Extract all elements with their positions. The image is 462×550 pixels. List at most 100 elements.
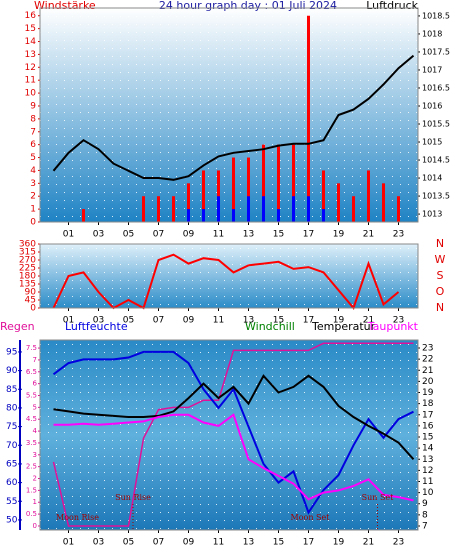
x-tick-label: 13 — [243, 316, 254, 326]
x-tick-label: 23 — [393, 230, 404, 240]
y-tick-label: 90 — [25, 288, 37, 298]
y2-tick-label: 1015.5 — [422, 120, 450, 129]
legend-label: Temperatur — [311, 320, 376, 333]
series-line — [52, 350, 414, 515]
y-tick-label: 55 — [6, 497, 17, 507]
y-tick-label: 0 — [30, 304, 36, 314]
y2-tick-label: 10 — [422, 488, 434, 498]
y-tick-label: 4 — [30, 166, 36, 176]
compass-label: W — [435, 253, 446, 266]
y2-tick-label: 1013.5 — [422, 192, 450, 201]
series-line — [53, 413, 414, 502]
y2-tick-label: 14 — [422, 444, 434, 454]
bar — [247, 196, 250, 222]
bar — [322, 170, 325, 222]
y-tick-label: 14 — [25, 37, 37, 47]
x-tick-label: 19 — [333, 316, 345, 326]
y2-axis-label: Luftdruck — [366, 0, 418, 12]
y2-tick-label: 20 — [422, 377, 434, 387]
series-line — [52, 253, 400, 311]
legend-label: Taupunkt — [367, 320, 419, 333]
dot-grid — [40, 8, 418, 222]
y2-tick-label: 12 — [422, 466, 433, 476]
y2-tick-label: 9 — [422, 499, 428, 509]
bar — [187, 209, 190, 222]
x-tick-label: 17 — [303, 316, 314, 326]
y3-tick-label: 6.5 — [26, 368, 37, 376]
legend-label: Luftfeuchte — [65, 320, 128, 333]
bar — [382, 183, 385, 222]
bar — [232, 157, 235, 222]
bar — [142, 196, 145, 222]
bar — [202, 209, 205, 222]
plot-border — [39, 7, 419, 223]
annotation: Moon Set — [291, 513, 331, 522]
x-tick-label: 03 — [93, 316, 104, 326]
bar — [217, 170, 220, 222]
compass-label: N — [436, 301, 444, 314]
y-tick-label: 180 — [19, 272, 36, 282]
y2-tick-label: 16 — [422, 421, 434, 431]
x-tick-label: 01 — [63, 538, 74, 548]
y2-tick-label: 7 — [422, 521, 428, 531]
y2-tick-label: 17 — [422, 410, 433, 420]
x-tick-label: 19 — [333, 538, 345, 548]
y-tick-label: 60 — [6, 478, 18, 488]
y-tick-label: 315 — [19, 248, 36, 258]
y3-tick-label: 1 — [33, 498, 37, 506]
legend-label: Regen — [0, 320, 35, 333]
y3-tick-label: 4.5 — [26, 415, 37, 423]
bar — [262, 144, 265, 222]
x-tick-label: 21 — [363, 230, 374, 240]
y2-tick-label: 18 — [422, 399, 434, 409]
x-tick-label: 07 — [153, 230, 164, 240]
y3-tick-label: 0.5 — [26, 510, 37, 518]
x-tick-label: 09 — [183, 538, 195, 548]
y3-tick-label: 1.5 — [26, 486, 37, 494]
y3-tick-label: 3.5 — [26, 439, 37, 447]
bar — [277, 209, 280, 222]
y2-tick-label: 19 — [422, 388, 434, 398]
y2-tick-label: 1018.5 — [422, 11, 450, 20]
y-tick-label: 50 — [6, 515, 18, 525]
y3-tick-label: 2.5 — [26, 463, 37, 471]
bar — [397, 196, 400, 222]
bar — [187, 183, 190, 222]
x-tick-label: 09 — [183, 316, 195, 326]
series-line — [53, 374, 415, 460]
y-tick-label: 75 — [6, 422, 17, 432]
y-tick-label: 85 — [6, 385, 17, 395]
annotation: Sun Set — [362, 493, 395, 502]
y-tick-label: 10 — [25, 89, 37, 99]
x-tick-label: 11 — [213, 230, 224, 240]
annotation: Moon Rise — [56, 513, 99, 522]
y-tick-label: 90 — [6, 366, 18, 376]
x-tick-label: 05 — [123, 230, 134, 240]
y-tick-label: 8 — [30, 114, 36, 124]
y-tick-label: 270 — [19, 256, 36, 266]
y2-tick-label: 1017.5 — [422, 47, 450, 56]
y-tick-label: 45 — [25, 296, 36, 306]
y-tick-label: 1 — [30, 205, 36, 215]
dot-grid — [40, 244, 418, 308]
bar — [307, 15, 310, 222]
y2-tick-label: 8 — [422, 510, 428, 520]
bar — [292, 196, 295, 222]
x-tick-label: 17 — [303, 538, 314, 548]
y2-tick-label: 21 — [422, 366, 433, 376]
plot-border — [39, 339, 419, 531]
y2-tick-label: 1016.5 — [422, 83, 450, 92]
x-tick-label: 05 — [123, 538, 134, 548]
bar — [217, 196, 220, 222]
y-tick-label: 135 — [19, 280, 36, 290]
x-tick-label: 11 — [213, 538, 224, 548]
compass-label: O — [436, 285, 445, 298]
bar — [157, 196, 160, 222]
bar — [352, 196, 355, 222]
bar — [262, 196, 265, 222]
x-tick-label: 07 — [153, 316, 164, 326]
y3-tick-label: 5 — [33, 403, 37, 411]
y2-tick-label: 1014 — [422, 174, 442, 183]
y3-tick-label: 7.5 — [26, 344, 37, 352]
